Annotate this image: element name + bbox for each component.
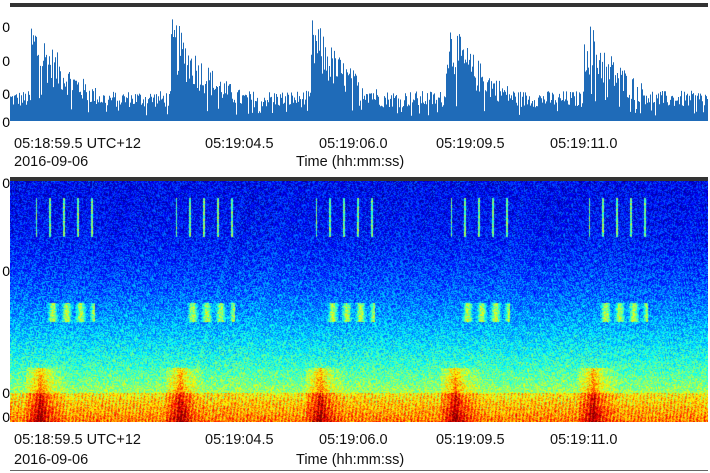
time-tick-label: 05:18:59.5 UTC+12 <box>14 432 141 448</box>
spectrogram-top-border <box>10 177 708 181</box>
time-axis-title: Time (hh:mm:ss) <box>296 154 405 170</box>
waveform-y-tick: 0 <box>2 20 10 34</box>
time-tick-label: 05:19:06.0 <box>319 432 388 448</box>
time-tick-label: 05:18:59.5 UTC+12 <box>14 136 141 152</box>
time-tick-label: 05:19:11.0 <box>550 432 618 448</box>
waveform-y-tick: 0 <box>2 115 10 129</box>
time-tick-label: 05:19:06.0 <box>319 136 388 152</box>
date-label: 2016-09-06 <box>14 154 89 170</box>
waveform-plot[interactable] <box>10 3 708 123</box>
waveform-y-tick: 0 <box>2 87 10 101</box>
time-tick-label: 05:19:04.5 <box>205 432 274 448</box>
time-tick-label: 05:19:09.5 <box>436 136 505 152</box>
window-bottom-edge <box>10 470 708 471</box>
time-tick-label: 05:19:11.0 <box>550 136 618 152</box>
spectrogram-y-tick: 0 <box>2 386 10 400</box>
waveform-trace <box>10 19 708 121</box>
time-tick-label: 05:19:09.5 <box>436 432 505 448</box>
spectrogram-y-tick: 0 <box>2 264 10 278</box>
time-tick-label: 05:19:04.5 <box>205 136 274 152</box>
spectrogram-y-tick: 0 <box>2 410 10 424</box>
spectrogram-canvas <box>10 177 708 422</box>
date-label: 2016-09-06 <box>14 452 89 468</box>
waveform-top-border <box>10 3 708 7</box>
waveform-canvas <box>10 19 708 121</box>
spectrogram-y-tick: 0 <box>2 176 10 190</box>
waveform-y-tick: 0 <box>2 54 10 68</box>
time-axis-title: Time (hh:mm:ss) <box>296 452 405 468</box>
spectrogram-plot[interactable] <box>10 177 708 422</box>
